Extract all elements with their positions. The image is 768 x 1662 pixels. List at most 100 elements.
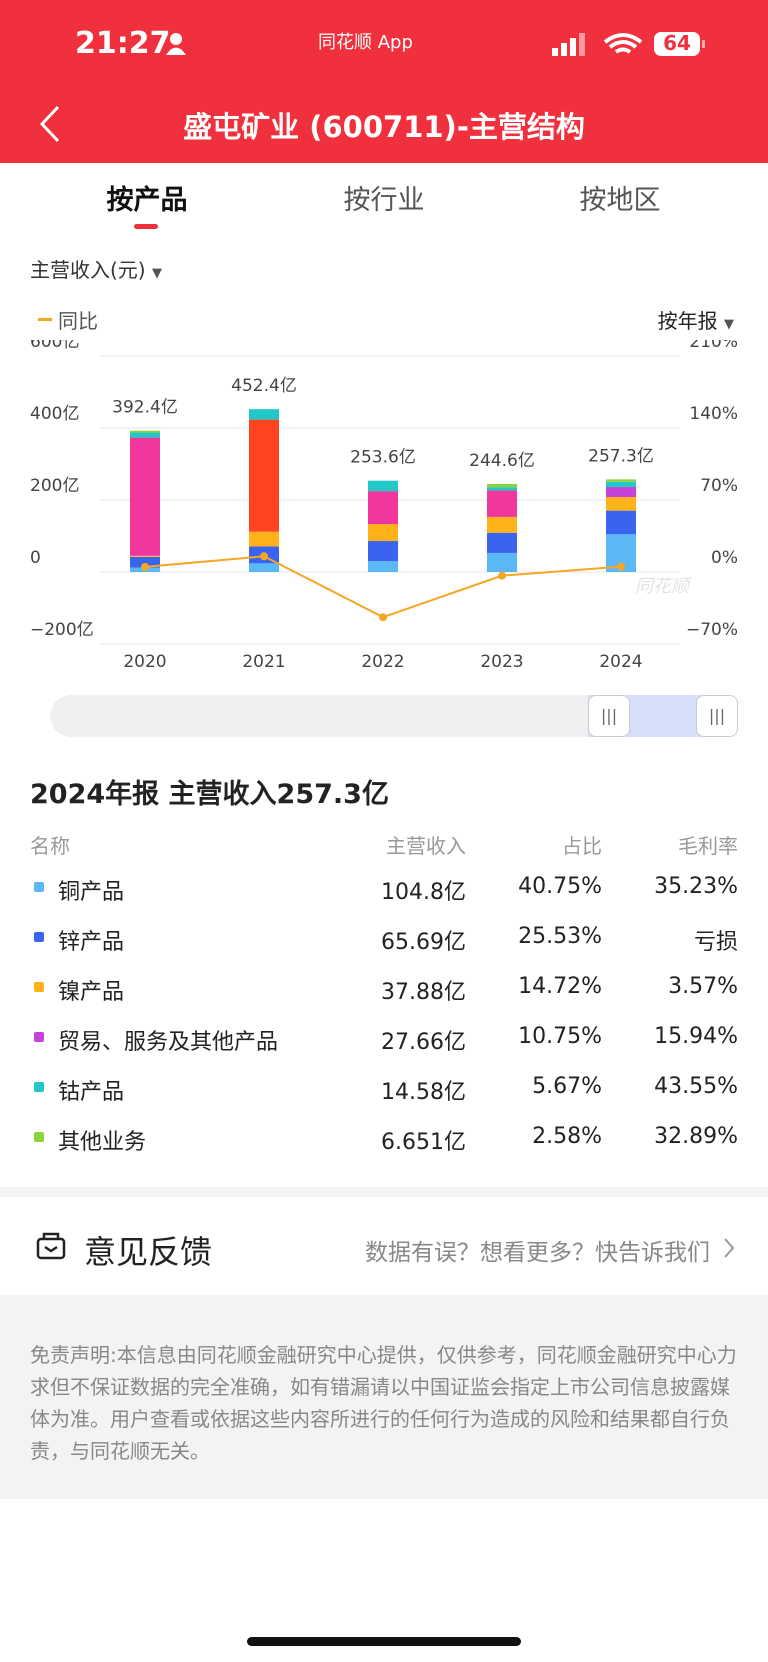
bar-segment (487, 532, 517, 553)
chart: −200亿 0 200亿 400亿 600亿 −70% 0% 70% 140% 210% 同花顺 20… (30, 340, 738, 672)
value-cell: 40.75% (518, 874, 602, 899)
total-label: 392.4亿 (112, 398, 178, 418)
range-slider[interactable]: ||| ||| (50, 695, 738, 737)
bar-segment (487, 483, 517, 488)
name-cell: 其他业务 (58, 1130, 147, 1155)
status-app: 同花顺 App (318, 32, 413, 53)
y-tick-label: 0 (30, 548, 41, 568)
header-cell: 毛利率 (678, 834, 738, 858)
y-tick-label: 200亿 (30, 476, 79, 496)
table-row: 铜产品 104.8亿 40.75% 35.23% (0, 868, 768, 908)
y-tick-label: −200亿 (30, 620, 94, 640)
bar-segment (368, 541, 398, 562)
x-tick-label: 2021 (242, 652, 285, 672)
bar-segment (368, 561, 398, 572)
header-cell: 占比 (562, 834, 602, 858)
y2-tick-label: 70% (700, 476, 738, 496)
disclaimer: 免责声明:本信息由同花顺金融研究中心提供，仅供参考，同花顺金融研究中心力求但不保… (30, 1343, 737, 1463)
battery-level: 64 (663, 31, 691, 55)
bar-segment (130, 432, 160, 438)
total-label: 253.6亿 (350, 448, 416, 468)
slider-handle[interactable]: ||| (696, 695, 738, 737)
bar-segment (368, 524, 398, 542)
value-cell: 3.57% (668, 974, 738, 999)
tab-indicator (134, 224, 158, 229)
x-tick-label: 2022 (361, 652, 404, 672)
metric-selector[interactable]: 主营收入(元) ▼ (30, 258, 162, 282)
bar-segment (130, 555, 160, 557)
period-label: 按年报 (657, 309, 718, 333)
slider-handle[interactable]: ||| (588, 695, 630, 737)
legend-label: 同比 (58, 309, 98, 333)
value-cell: 32.89% (654, 1124, 738, 1149)
bar-segment (368, 480, 398, 492)
value-cell: 25.53% (518, 924, 602, 949)
bar-segment (606, 487, 636, 497)
bar-segment (249, 563, 279, 572)
bar-segment (487, 516, 517, 533)
value-cell: 27.66亿 (381, 1030, 466, 1055)
period-selector[interactable]: 按年报 ▼ (657, 309, 734, 333)
page-title: 盛屯矿业 (600711)-主营结构 (183, 110, 585, 144)
table-row: 钴产品 14.58亿 5.67% 43.55% (0, 1068, 768, 1108)
legend-dot (34, 982, 44, 992)
legend-dot (34, 1132, 44, 1142)
y-tick-label: 600亿 (30, 340, 79, 352)
line-point (498, 571, 506, 580)
table-row: 贸易、服务及其他产品 27.66亿 10.75% 15.94% (0, 1018, 768, 1058)
bar-segment (606, 496, 636, 511)
name-cell: 锌产品 (58, 930, 125, 955)
y2-tick-label: 140% (689, 404, 738, 424)
table: 名称 主营收入 占比 毛利率 铜产品 104.8亿 40.75% 35.23% 锌产品 6… (0, 824, 768, 1184)
header: 21:27 同花顺 App 64 盛屯矿业 (600711)-主营结构 (0, 0, 768, 163)
value-cell: 亏损 (693, 930, 738, 955)
tab[interactable]: 按地区 (579, 185, 661, 216)
bar-segment (487, 552, 517, 572)
back-button[interactable] (38, 104, 62, 144)
line-point (141, 562, 149, 571)
feedback-row[interactable]: 意见反馈 数据有误？想看更多？快告诉我们 (0, 1197, 768, 1295)
total-label: 244.6亿 (469, 451, 535, 471)
header-cell: 主营收入 (386, 834, 466, 858)
bar-segment (487, 490, 517, 517)
tab[interactable]: 按产品 (106, 185, 188, 216)
legend-dot (34, 882, 44, 892)
y2-tick-label: −70% (686, 620, 738, 640)
chevron (724, 1238, 735, 1258)
status-time: 21:27 (75, 26, 171, 61)
tab[interactable]: 按行业 (343, 185, 425, 216)
value-cell: 14.72% (518, 974, 602, 999)
value-cell: 15.94% (654, 1024, 738, 1049)
status-icons (552, 32, 705, 56)
line-point (379, 613, 387, 622)
home-indicator (247, 1637, 521, 1646)
value-cell: 65.69亿 (381, 930, 466, 955)
value-cell: 2.58% (532, 1124, 602, 1149)
total-label: 257.3亿 (588, 446, 654, 466)
legend-dot (34, 932, 44, 942)
metric-label: 主营收入(元) (30, 258, 146, 282)
watermark: 同花顺 (635, 576, 692, 597)
table-row: 锌产品 65.69亿 25.53% 亏损 (0, 918, 768, 958)
x-tick-label: 2023 (480, 652, 523, 672)
value-cell: 104.8亿 (381, 880, 466, 905)
bar-segment (487, 487, 517, 491)
bar-segment (249, 419, 279, 532)
line-point (617, 562, 625, 571)
y-tick-label: 400亿 (30, 404, 79, 424)
table-header: 名称 主营收入 占比 毛利率 (0, 824, 768, 864)
name-cell: 钴产品 (58, 1080, 125, 1105)
bar-segment (606, 481, 636, 488)
bar-segment (606, 510, 636, 535)
value-cell: 35.23% (654, 874, 738, 899)
summary: 2024年报 主营收入257.3亿 (30, 779, 389, 810)
y2-tick-label: 0% (711, 548, 738, 568)
bar-segment (368, 491, 398, 525)
name-cell: 镍产品 (58, 980, 125, 1005)
feedback-icon (36, 1232, 66, 1260)
total-label: 452.4亿 (231, 376, 297, 396)
value-cell: 37.88亿 (381, 980, 466, 1005)
name-cell: 贸易、服务及其他产品 (58, 1030, 279, 1055)
bar-segment (249, 409, 279, 420)
